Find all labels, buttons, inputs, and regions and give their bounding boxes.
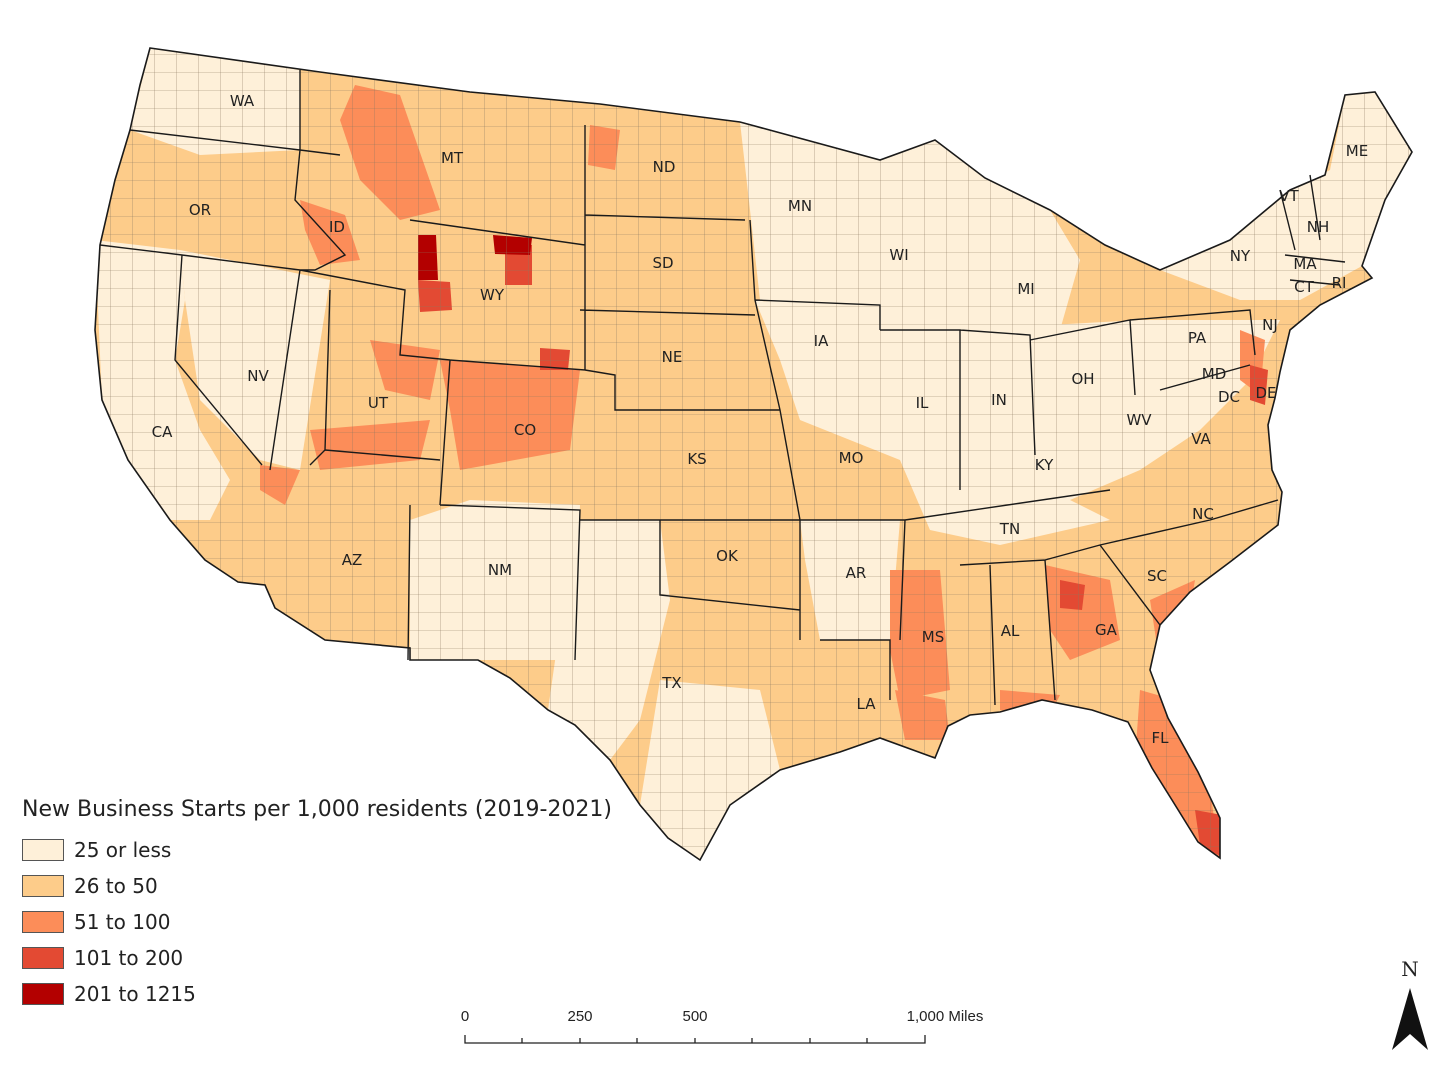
legend-rows: 25 or less 26 to 50 51 to 100 101 to 200 201… <box>22 832 612 1012</box>
state-label-ct: CT <box>1294 278 1314 296</box>
state-label-az: AZ <box>342 551 363 569</box>
state-label-ok: OK <box>716 547 739 565</box>
legend-row: 201 to 1215 <box>22 976 612 1012</box>
state-label-nc: NC <box>1192 505 1214 523</box>
state-label-tx: TX <box>661 674 681 692</box>
state-label-mt: MT <box>441 149 464 167</box>
state-label-ca: CA <box>152 423 173 441</box>
legend-row: 51 to 100 <box>22 904 612 940</box>
state-label-ut: UT <box>368 394 389 412</box>
north-arrow: N <box>1392 958 1428 1050</box>
state-label-ri: RI <box>1332 274 1347 292</box>
state-label-nv: NV <box>247 367 269 385</box>
state-label-dc: DC <box>1218 388 1240 406</box>
state-label-ny: NY <box>1230 247 1251 265</box>
legend-label: 26 to 50 <box>74 874 158 898</box>
state-label-co: CO <box>514 421 536 439</box>
state-label-wy: WY <box>480 286 505 304</box>
state-label-al: AL <box>1001 622 1020 640</box>
state-label-nd: ND <box>653 158 676 176</box>
state-label-sc: SC <box>1147 567 1167 585</box>
state-label-ky: KY <box>1035 456 1054 474</box>
state-label-la: LA <box>857 695 877 713</box>
legend: New Business Starts per 1,000 residents … <box>22 797 612 1012</box>
state-label-wa: WA <box>230 92 255 110</box>
state-label-wv: WV <box>1126 411 1152 429</box>
state-label-sd: SD <box>652 254 673 272</box>
state-label-nj: NJ <box>1262 316 1278 334</box>
state-label-mo: MO <box>839 449 864 467</box>
state-label-fl: FL <box>1152 729 1170 747</box>
legend-row: 25 or less <box>22 832 612 868</box>
state-label-nh: NH <box>1307 218 1330 236</box>
scale-bar-line <box>464 1035 926 1044</box>
legend-label: 25 or less <box>74 838 172 862</box>
state-borders <box>99 70 1346 706</box>
state-label-ar: AR <box>846 564 867 582</box>
legend-swatch <box>22 875 64 897</box>
north-letter: N <box>1401 958 1419 981</box>
state-label-mi: MI <box>1017 280 1034 298</box>
state-label-oh: OH <box>1071 370 1094 388</box>
legend-swatch <box>22 947 64 969</box>
state-labels: WA OR CA ID NV MT WY UT AZ CO NM ND SD NE KS OK TX MN IA MO… <box>152 92 1369 747</box>
state-label-ms: MS <box>922 628 944 646</box>
legend-row: 101 to 200 <box>22 940 612 976</box>
state-label-vt: VT <box>1279 187 1299 205</box>
legend-title: New Business Starts per 1,000 residents … <box>22 797 612 822</box>
scale-label-0: 0 <box>461 1008 469 1025</box>
state-label-tn: TN <box>999 520 1020 538</box>
state-label-pa: PA <box>1188 329 1207 347</box>
scale-bar: 0 250 500 1,000 Miles <box>461 1008 984 1044</box>
state-label-md: MD <box>1202 365 1227 383</box>
state-label-or: OR <box>189 201 211 219</box>
state-label-ga: GA <box>1095 621 1118 639</box>
legend-label: 51 to 100 <box>74 910 171 934</box>
state-label-mn: MN <box>788 197 812 215</box>
scale-label-500: 500 <box>682 1008 707 1025</box>
legend-swatch <box>22 911 64 933</box>
state-label-in: IN <box>991 391 1007 409</box>
legend-swatch <box>22 983 64 1005</box>
scale-label-250: 250 <box>567 1008 592 1025</box>
north-arrow-icon <box>1392 988 1428 1050</box>
scale-label-1000: 1,000 Miles <box>907 1008 984 1025</box>
state-label-il: IL <box>916 394 929 412</box>
state-label-wi: WI <box>889 246 908 264</box>
state-label-va: VA <box>1191 430 1211 448</box>
state-label-ma: MA <box>1293 255 1317 273</box>
state-label-ne: NE <box>662 348 683 366</box>
legend-label: 201 to 1215 <box>74 982 196 1006</box>
state-label-ia: IA <box>814 332 829 350</box>
legend-row: 26 to 50 <box>22 868 612 904</box>
legend-label: 101 to 200 <box>74 946 184 970</box>
state-label-id: ID <box>329 218 345 236</box>
state-label-de: DE <box>1255 384 1276 402</box>
state-label-ks: KS <box>687 450 706 468</box>
state-label-me: ME <box>1346 142 1368 160</box>
state-label-nm: NM <box>488 561 512 579</box>
legend-swatch <box>22 839 64 861</box>
